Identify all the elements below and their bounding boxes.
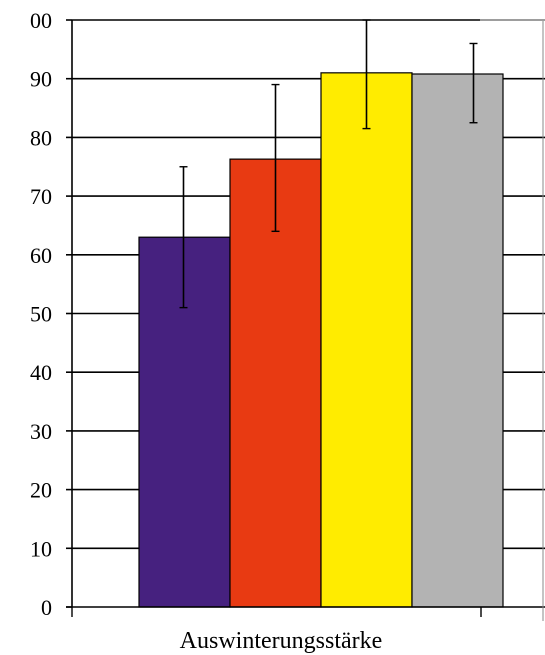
y-tick-label: 30 bbox=[30, 419, 52, 444]
y-tick-label: 10 bbox=[30, 536, 52, 561]
bar bbox=[411, 73, 504, 608]
y-tick-label: 50 bbox=[30, 302, 52, 327]
y-tick-label: 00 bbox=[30, 8, 52, 33]
y-tick-label: 40 bbox=[30, 360, 52, 385]
y-tick-label: 80 bbox=[30, 125, 52, 150]
y-tick-label: 60 bbox=[30, 243, 52, 268]
axes bbox=[66, 19, 545, 621]
bar bbox=[320, 72, 413, 608]
y-tick-label: 20 bbox=[30, 478, 52, 503]
x-axis-label: Auswinterungsstärke bbox=[180, 628, 383, 654]
bar bbox=[138, 236, 231, 608]
y-tick-labels: 0 10 20 30 40 50 60 70 80 90 00 bbox=[30, 8, 52, 620]
y-tick-label: 70 bbox=[30, 184, 52, 209]
y-tick-label: 0 bbox=[41, 595, 52, 620]
bars bbox=[138, 72, 504, 608]
y-tick-label: 90 bbox=[30, 67, 52, 92]
error-bars bbox=[179, 19, 478, 309]
